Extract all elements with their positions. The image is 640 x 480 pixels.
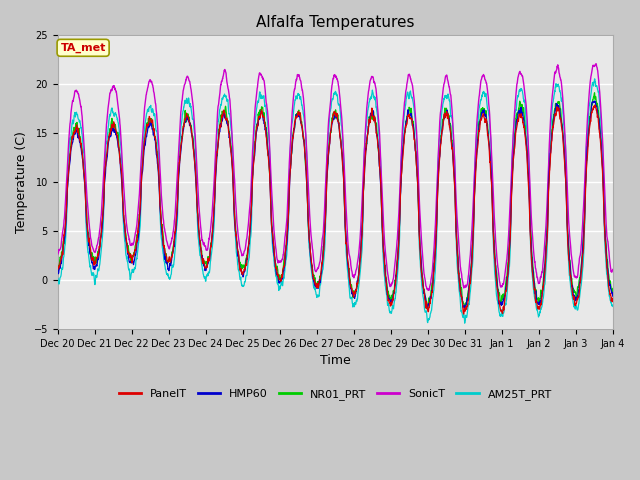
HMP60 <box>54 264 61 270</box>
AM25T_PRT <box>209 243 216 249</box>
PanelT <box>54 261 61 267</box>
HMP60 <box>364 134 371 140</box>
AM25T_PRT <box>351 302 359 308</box>
NR01_PRT <box>497 300 504 306</box>
PanelT <box>364 135 371 141</box>
AM25T_PRT <box>461 320 468 326</box>
Line: NR01_PRT: NR01_PRT <box>58 93 613 309</box>
NR01_PRT <box>560 142 568 147</box>
NR01_PRT <box>54 263 61 268</box>
AM25T_PRT <box>364 113 371 119</box>
Line: HMP60: HMP60 <box>58 101 613 311</box>
PanelT <box>497 308 504 314</box>
SonicT <box>351 272 359 278</box>
AM25T_PRT <box>497 312 504 318</box>
Y-axis label: Temperature (C): Temperature (C) <box>15 131 28 233</box>
HMP60 <box>497 300 504 306</box>
SonicT <box>575 256 583 262</box>
Legend: PanelT, HMP60, NR01_PRT, SonicT, AM25T_PRT: PanelT, HMP60, NR01_PRT, SonicT, AM25T_P… <box>114 384 556 404</box>
AM25T_PRT <box>54 276 61 281</box>
PanelT <box>560 150 568 156</box>
HMP60 <box>560 147 568 153</box>
PanelT <box>591 102 598 108</box>
SonicT <box>560 113 568 119</box>
HMP60 <box>575 281 583 287</box>
HMP60 <box>351 294 359 300</box>
NR01_PRT <box>351 291 359 297</box>
PanelT <box>575 288 583 293</box>
SonicT <box>54 252 61 257</box>
PanelT <box>460 311 467 317</box>
Text: TA_met: TA_met <box>60 43 106 53</box>
NR01_PRT <box>209 228 216 233</box>
SonicT <box>497 284 504 290</box>
AM25T_PRT <box>575 297 583 303</box>
HMP60 <box>461 308 468 313</box>
SonicT <box>364 101 371 107</box>
PanelT <box>351 291 359 297</box>
PanelT <box>609 297 617 302</box>
NR01_PRT <box>364 134 371 140</box>
AM25T_PRT <box>560 122 568 128</box>
Line: PanelT: PanelT <box>58 105 613 314</box>
SonicT <box>592 61 600 67</box>
AM25T_PRT <box>591 76 598 82</box>
AM25T_PRT <box>609 303 617 309</box>
PanelT <box>209 230 216 236</box>
NR01_PRT <box>609 286 617 291</box>
SonicT <box>209 207 216 213</box>
NR01_PRT <box>591 90 598 96</box>
SonicT <box>425 288 433 293</box>
HMP60 <box>591 98 599 104</box>
X-axis label: Time: Time <box>320 354 351 367</box>
Line: AM25T_PRT: AM25T_PRT <box>58 79 613 323</box>
HMP60 <box>609 293 617 299</box>
SonicT <box>609 266 617 272</box>
HMP60 <box>209 231 216 237</box>
NR01_PRT <box>461 306 468 312</box>
NR01_PRT <box>575 276 583 282</box>
Title: Alfalfa Temperatures: Alfalfa Temperatures <box>256 15 415 30</box>
Line: SonicT: SonicT <box>58 64 613 290</box>
